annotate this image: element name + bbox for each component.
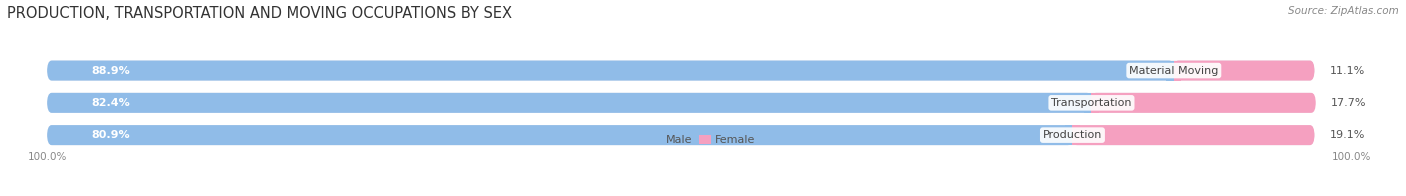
Text: 11.1%: 11.1% [1330,65,1365,76]
Bar [1166,61,1174,81]
FancyBboxPatch shape [48,61,1174,81]
Text: 17.7%: 17.7% [1331,98,1367,108]
Text: PRODUCTION, TRANSPORTATION AND MOVING OCCUPATIONS BY SEX: PRODUCTION, TRANSPORTATION AND MOVING OC… [7,6,512,21]
FancyBboxPatch shape [48,93,1315,113]
Bar [1174,61,1181,81]
Bar [1073,125,1080,145]
Text: 19.1%: 19.1% [1330,130,1365,140]
Bar [1091,93,1099,113]
Text: Production: Production [1043,130,1102,140]
Legend: Male, Female: Male, Female [647,130,759,150]
FancyBboxPatch shape [48,61,1315,81]
FancyBboxPatch shape [48,93,1091,113]
Text: 80.9%: 80.9% [91,130,131,140]
FancyBboxPatch shape [1174,61,1315,81]
Text: 100.0%: 100.0% [28,152,67,162]
FancyBboxPatch shape [1073,125,1315,145]
Text: Source: ZipAtlas.com: Source: ZipAtlas.com [1288,6,1399,16]
Bar [1064,125,1073,145]
Text: Material Moving: Material Moving [1129,65,1219,76]
FancyBboxPatch shape [48,125,1073,145]
Text: 100.0%: 100.0% [1331,152,1371,162]
Bar [1084,93,1091,113]
FancyBboxPatch shape [1091,93,1316,113]
Text: 82.4%: 82.4% [91,98,131,108]
FancyBboxPatch shape [48,125,1315,145]
Text: Transportation: Transportation [1052,98,1132,108]
Text: 88.9%: 88.9% [91,65,131,76]
